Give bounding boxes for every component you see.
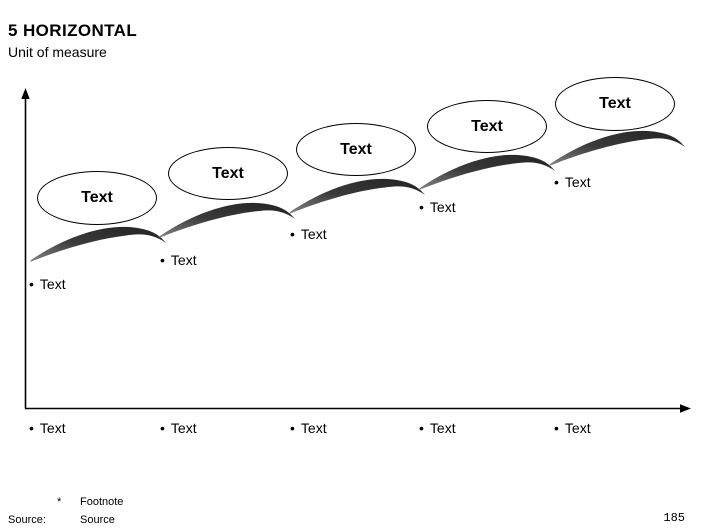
ellipse-label-5: Text: [599, 95, 631, 112]
wave-segment-4: [419, 154, 555, 190]
footnote-marker: *: [57, 496, 62, 508]
bullet-dot-icon: •: [160, 420, 165, 436]
axis-bullet-label-5: Text: [564, 420, 591, 436]
wave-segment-1: [30, 226, 166, 262]
ellipse-callout-5: Text: [555, 77, 675, 131]
axis-bullet-1: • Text: [29, 420, 66, 436]
page-title: 5 HORIZONTAL: [8, 21, 138, 40]
wave-bullet-label-1: Text: [39, 276, 66, 292]
bullet-dot-icon: •: [29, 276, 34, 292]
wave-bullet-label-4: Text: [429, 199, 456, 215]
axis-bullet-5: • Text: [554, 420, 591, 436]
source-value: Source: [80, 514, 115, 526]
wave-bullet-2: • Text: [160, 252, 197, 268]
ellipse-callout-1: Text: [37, 171, 157, 225]
wave-bullet-1: • Text: [29, 276, 66, 292]
footnote-text: Footnote: [80, 496, 124, 508]
axis-bullet-label-1: Text: [39, 420, 66, 436]
ellipse-label-3: Text: [340, 140, 372, 158]
bullet-dot-icon: •: [554, 174, 559, 190]
wave-bullet-label-5: Text: [564, 174, 591, 190]
axis-bullet-label-4: Text: [429, 420, 456, 436]
x-axis-arrowhead: [680, 404, 691, 413]
wave-bullet-4: • Text: [419, 199, 456, 215]
unit-of-measure-label: Unit of measure: [8, 44, 107, 60]
bullet-dot-icon: •: [419, 420, 424, 436]
wave-segment-5: [549, 130, 685, 166]
bullet-dot-icon: •: [554, 420, 559, 436]
source-label: Source:: [8, 514, 46, 526]
wave-bullet-label-3: Text: [300, 226, 327, 242]
bullet-dot-icon: •: [29, 420, 34, 436]
axis-bullet-label-3: Text: [300, 420, 327, 436]
ellipse-label-1: Text: [81, 189, 113, 206]
wave-bullet-3: • Text: [290, 226, 327, 242]
axis-bullet-label-2: Text: [170, 420, 197, 436]
page-number: 185: [663, 511, 685, 525]
bullet-dot-icon: •: [419, 199, 424, 215]
axis-bullet-3: • Text: [290, 420, 327, 436]
axis-bullet-2: • Text: [160, 420, 197, 436]
ellipse-label-2: Text: [212, 164, 244, 182]
wave-segment-3: [289, 178, 425, 214]
ellipse-callout-3: Text: [296, 123, 416, 176]
ellipse-callout-4: Text: [427, 100, 547, 153]
wave-bullet-5: • Text: [554, 174, 591, 190]
ellipse-label-4: Text: [471, 117, 503, 135]
axis-bullet-4: • Text: [419, 420, 456, 436]
ellipse-callout-2: Text: [168, 147, 288, 200]
bullet-dot-icon: •: [160, 252, 165, 268]
wave-segment-2: [159, 202, 295, 238]
bullet-dot-icon: •: [290, 420, 295, 436]
wave-bullet-label-2: Text: [170, 252, 197, 268]
bullet-dot-icon: •: [290, 226, 295, 242]
y-axis-arrowhead: [21, 88, 30, 99]
